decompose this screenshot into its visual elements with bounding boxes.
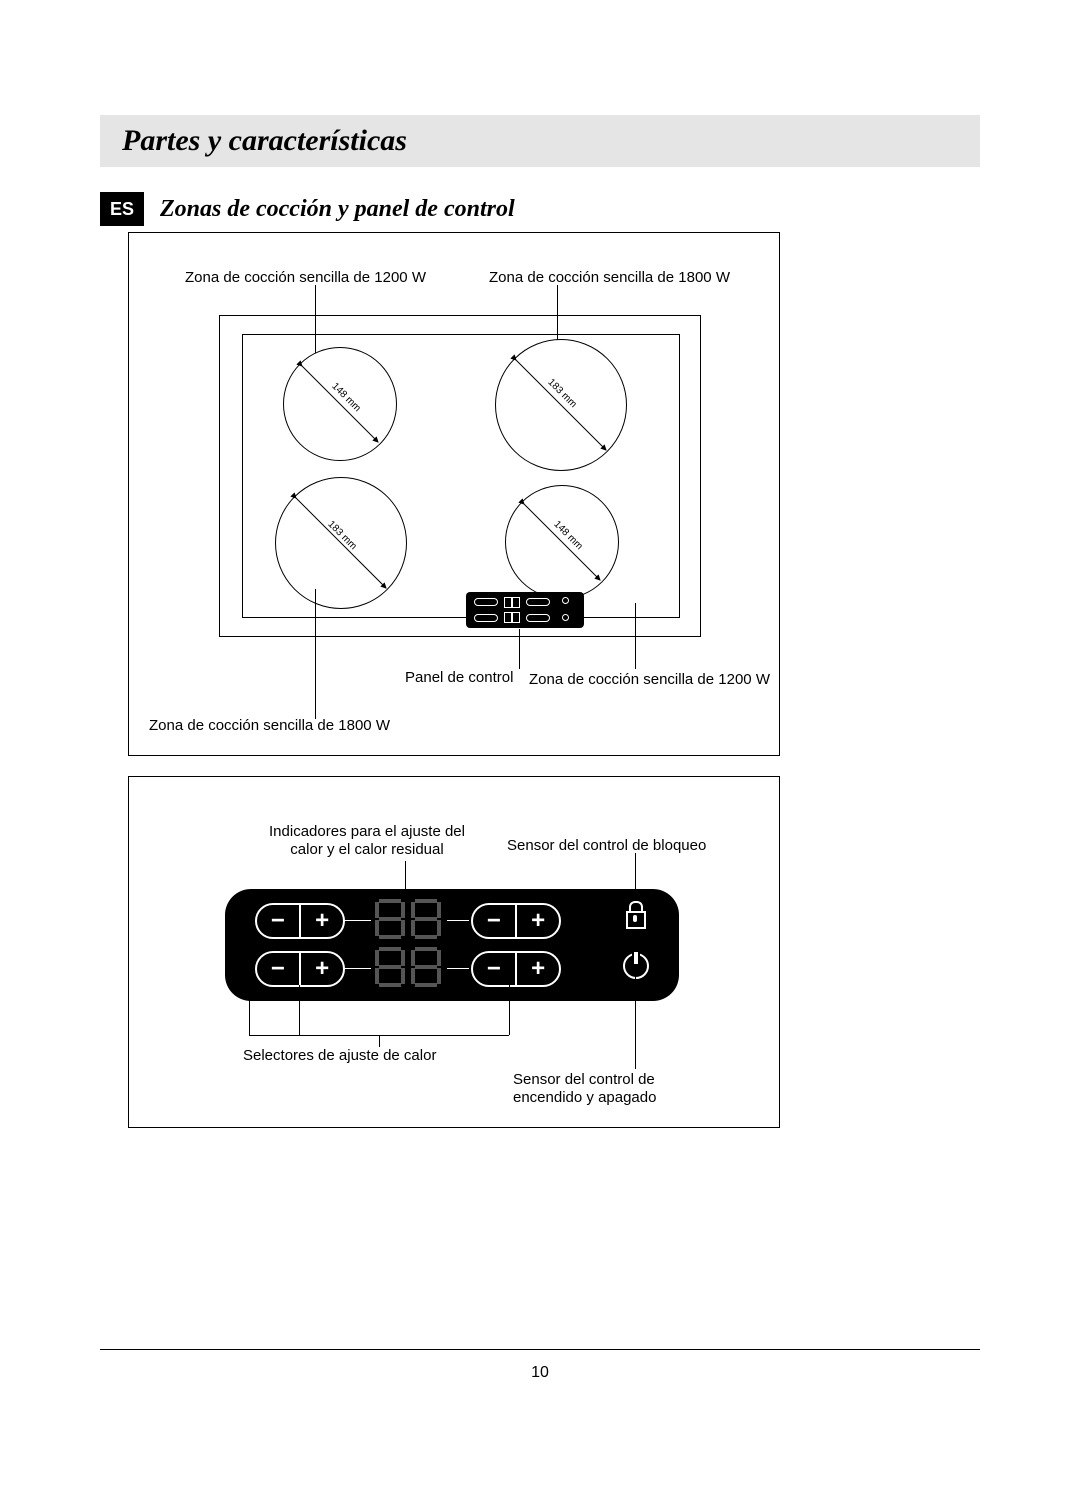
leader-line bbox=[315, 589, 316, 719]
seven-segment-digit bbox=[375, 947, 405, 987]
label-heat-selectors: Selectores de ajuste de calor bbox=[243, 1047, 436, 1065]
control-panel: − + − + bbox=[225, 889, 679, 1001]
label-control-panel: Panel de control bbox=[405, 669, 513, 687]
heat-selector-top-right: − + bbox=[471, 903, 561, 939]
plus-button[interactable]: + bbox=[301, 953, 343, 985]
mini-selector bbox=[474, 598, 498, 606]
label-zone-bottom-right: Zona de cocción sencilla de 1200 W bbox=[529, 671, 770, 689]
label-zone-top-right: Zona de cocción sencilla de 1800 W bbox=[489, 269, 730, 287]
minus-button[interactable]: − bbox=[473, 905, 515, 937]
plus-button[interactable]: + bbox=[517, 953, 559, 985]
dimension-arrow bbox=[284, 348, 396, 460]
leader-line bbox=[635, 603, 636, 669]
mini-digit bbox=[504, 612, 512, 623]
plus-button[interactable]: + bbox=[301, 905, 343, 937]
power-icon[interactable] bbox=[623, 953, 649, 979]
label-zone-top-left: Zona de cocción sencilla de 1200 W bbox=[185, 269, 426, 287]
page-title: Partes y características bbox=[122, 124, 407, 158]
cooking-zone-top-right: 183 mm bbox=[495, 339, 627, 471]
header-bar: Partes y características bbox=[100, 115, 980, 167]
manual-page: Partes y características ES Zonas de coc… bbox=[0, 0, 1080, 1486]
cooking-zone-bottom-left: 183 mm bbox=[275, 477, 407, 609]
leader-line bbox=[299, 985, 300, 1035]
seven-segment-digit bbox=[375, 899, 405, 939]
mini-power-dot bbox=[562, 614, 569, 621]
seven-segment-digit bbox=[411, 899, 441, 939]
connector-line bbox=[343, 920, 371, 921]
heat-selector-top-left: − + bbox=[255, 903, 345, 939]
connector-line bbox=[447, 968, 469, 969]
leader-line bbox=[249, 985, 250, 1035]
mini-digit bbox=[512, 597, 520, 608]
leader-line bbox=[519, 629, 520, 669]
minus-button[interactable]: − bbox=[257, 905, 299, 937]
figure-cooking-zones: Zona de cocción sencilla de 1200 W Zona … bbox=[128, 232, 780, 756]
language-badge: ES bbox=[100, 192, 144, 226]
connector-line bbox=[447, 920, 469, 921]
dimension-arrow bbox=[496, 340, 626, 470]
heat-selector-bottom-left: − + bbox=[255, 951, 345, 987]
mini-control-panel bbox=[466, 592, 584, 628]
label-zone-bottom-left: Zona de cocción sencilla de 1800 W bbox=[149, 717, 390, 735]
page-number: 10 bbox=[0, 1364, 1080, 1382]
mini-selector bbox=[526, 614, 550, 622]
minus-button[interactable]: − bbox=[473, 953, 515, 985]
minus-button[interactable]: − bbox=[257, 953, 299, 985]
heat-selector-bottom-right: − + bbox=[471, 951, 561, 987]
label-power-sensor: Sensor del control de encendido y apagad… bbox=[513, 1071, 683, 1107]
label-indicators: Indicadores para el ajuste del calor y e… bbox=[257, 823, 477, 859]
leader-line bbox=[635, 977, 636, 1069]
connector-line bbox=[343, 968, 371, 969]
mini-digit bbox=[512, 612, 520, 623]
cooking-zone-top-left: 148 mm bbox=[283, 347, 397, 461]
footer-rule bbox=[100, 1349, 980, 1350]
leader-line bbox=[509, 985, 510, 1035]
figure-control-panel: Indicadores para el ajuste del calor y e… bbox=[128, 776, 780, 1128]
mini-selector bbox=[526, 598, 550, 606]
leader-line bbox=[379, 1035, 380, 1047]
cooking-zone-bottom-right: 148 mm bbox=[505, 485, 619, 599]
seven-segment-digit bbox=[411, 947, 441, 987]
cooktop-outline: 148 mm 183 mm 183 mm bbox=[219, 315, 701, 637]
plus-button[interactable]: + bbox=[517, 905, 559, 937]
cooktop-inner: 148 mm 183 mm 183 mm bbox=[242, 334, 680, 618]
label-lock-sensor: Sensor del control de bloqueo bbox=[507, 837, 706, 855]
heat-indicator-bottom bbox=[375, 947, 445, 987]
mini-selector bbox=[474, 614, 498, 622]
section-title: Zonas de cocción y panel de control bbox=[160, 196, 515, 223]
mini-digit bbox=[504, 597, 512, 608]
heat-indicator-top bbox=[375, 899, 445, 939]
mini-lock-dot bbox=[562, 597, 569, 604]
lock-icon[interactable] bbox=[625, 901, 645, 925]
dimension-arrow bbox=[506, 486, 618, 598]
